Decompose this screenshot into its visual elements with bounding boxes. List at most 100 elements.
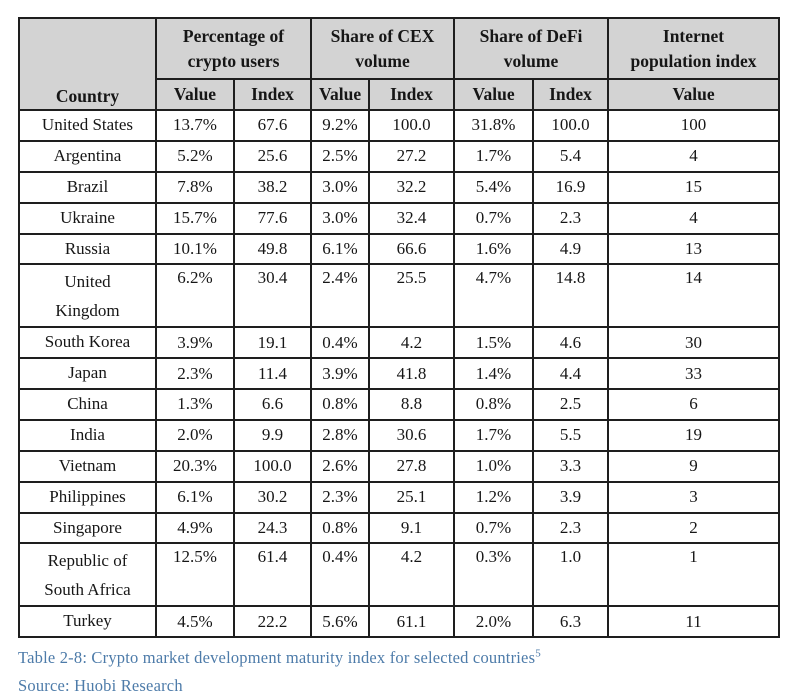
value-cell: 13	[607, 232, 781, 266]
subheader-index: Index	[532, 78, 610, 111]
value-cell: 30	[607, 326, 781, 360]
table-row: Vietnam 20.3% 100.0 2.6% 27.8 1.0% 3.3 9	[18, 449, 781, 483]
country-cell: Ukraine	[18, 201, 157, 235]
subheader-value: Value	[453, 78, 535, 111]
value-cell: 1.7%	[453, 418, 535, 452]
value-cell: 3.9%	[310, 357, 371, 391]
country-cell: United Kingdom	[18, 263, 157, 329]
value-cell: 6.2%	[155, 263, 235, 329]
table-row: Japan 2.3% 11.4 3.9% 41.8 1.4% 4.4 33	[18, 357, 781, 391]
value-cell: 0.7%	[453, 511, 535, 545]
value-cell: 1.4%	[453, 357, 535, 391]
table-row: Singapore 4.9% 24.3 0.8% 9.1 0.7% 2.3 2	[18, 511, 781, 545]
subheader-index: Index	[368, 78, 456, 111]
value-cell: 6.1%	[310, 232, 371, 266]
value-cell: 2.6%	[310, 449, 371, 483]
value-cell: 30.4	[232, 263, 313, 329]
group-header-line: crypto users	[187, 50, 280, 71]
value-cell: 100.0	[232, 449, 313, 483]
group-header-line: volume	[503, 50, 559, 71]
country-cell: Brazil	[18, 170, 157, 204]
value-cell: 3	[607, 480, 781, 514]
value-cell: 4	[607, 139, 781, 173]
country-cell: Philippines	[18, 480, 157, 514]
group-header-crypto-users: Percentage of crypto users	[154, 17, 313, 80]
table-body: United States 13.7% 67.6 9.2% 100.0 31.8% 100.…	[18, 109, 781, 639]
value-cell: 2.4%	[310, 263, 371, 329]
value-cell: 0.8%	[310, 511, 371, 545]
value-cell: 33	[607, 357, 781, 391]
value-cell: 9.9	[232, 418, 313, 452]
value-cell: 5.6%	[310, 605, 371, 639]
value-cell: 2.0%	[453, 605, 535, 639]
value-cell: 27.2	[368, 139, 456, 173]
value-cell: 32.4	[368, 201, 456, 235]
value-cell: 30.6	[368, 418, 456, 452]
country-cell: Vietnam	[18, 449, 157, 483]
value-cell: 100	[607, 109, 781, 142]
table-row: Republic of South Africa 12.5% 61.4 0.4% 4.2…	[18, 542, 781, 608]
table-row: India 2.0% 9.9 2.8% 30.6 1.7% 5.5 19	[18, 418, 781, 452]
value-cell: 6.3	[532, 605, 610, 639]
value-cell: 15	[607, 170, 781, 204]
value-cell: 0.8%	[453, 388, 535, 421]
country-cell: China	[18, 388, 157, 421]
value-cell: 25.1	[368, 480, 456, 514]
table-row: United Kingdom 6.2% 30.4 2.4% 25.5 4.7% 14.8 14	[18, 263, 781, 329]
country-cell: India	[18, 418, 157, 452]
value-cell: 38.2	[232, 170, 313, 204]
value-cell: 8.8	[368, 388, 456, 421]
table-row: United States 13.7% 67.6 9.2% 100.0 31.8% 100.…	[18, 109, 781, 142]
group-header-row: Country Percentage of crypto users Share…	[18, 17, 781, 111]
value-cell: 19.1	[232, 326, 313, 360]
footnote-ref: 5	[535, 647, 541, 660]
group-header-line: Share of DeFi	[479, 25, 583, 46]
value-cell: 1	[607, 542, 781, 608]
value-cell: 5.2%	[155, 139, 235, 173]
value-cell: 32.2	[368, 170, 456, 204]
value-cell: 2.3	[532, 511, 610, 545]
group-header-line: Share of CEX	[330, 25, 435, 46]
value-cell: 19	[607, 418, 781, 452]
value-cell: 3.3	[532, 449, 610, 483]
country-cell: Republic of South Africa	[18, 542, 157, 608]
value-cell: 14.8	[532, 263, 610, 329]
subheader-row: Value Index Value Index Value Index Valu…	[19, 78, 781, 111]
subheader-index: Index	[232, 78, 313, 111]
country-cell: Argentina	[18, 139, 157, 173]
caption-text: Table 2-8: Crypto market development mat…	[18, 648, 536, 668]
subheader-value: Value	[607, 78, 781, 111]
value-cell: 2.5%	[310, 139, 371, 173]
value-cell: 0.8%	[310, 388, 371, 421]
value-cell: 3.9	[532, 480, 610, 514]
value-cell: 2.5	[532, 388, 610, 421]
table-header: Country Percentage of crypto users Share…	[18, 17, 781, 111]
value-cell: 1.0%	[453, 449, 535, 483]
value-cell: 0.7%	[453, 201, 535, 235]
value-cell: 4.5%	[155, 605, 235, 639]
value-cell: 1.6%	[453, 232, 535, 266]
value-cell: 0.3%	[453, 542, 535, 608]
value-cell: 30.2	[232, 480, 313, 514]
value-cell: 3.0%	[310, 201, 371, 235]
value-cell: 6.1%	[155, 480, 235, 514]
value-cell: 9.1	[368, 511, 456, 545]
value-cell: 11.4	[232, 357, 313, 391]
table-row: Ukraine 15.7% 77.6 3.0% 32.4 0.7% 2.3 4	[18, 201, 781, 235]
table-row: Turkey 4.5% 22.2 5.6% 61.1 2.0% 6.3 11	[18, 605, 781, 639]
country-cell: United States	[18, 109, 157, 142]
table-row: Russia 10.1% 49.8 6.1% 66.6 1.6% 4.9 13	[18, 232, 781, 266]
value-cell: 2.8%	[310, 418, 371, 452]
value-cell: 1.2%	[453, 480, 535, 514]
value-cell: 77.6	[232, 201, 313, 235]
value-cell: 5.4%	[453, 170, 535, 204]
value-cell: 0.4%	[310, 326, 371, 360]
value-cell: 100.0	[532, 109, 610, 142]
group-header-defi-volume: Share of DeFi volume	[453, 17, 610, 80]
value-cell: 61.4	[232, 542, 313, 608]
country-cell: Turkey	[18, 605, 157, 639]
value-cell: 27.8	[368, 449, 456, 483]
subheader-value: Value	[155, 78, 235, 111]
value-cell: 6	[607, 388, 781, 421]
value-cell: 11	[607, 605, 781, 639]
